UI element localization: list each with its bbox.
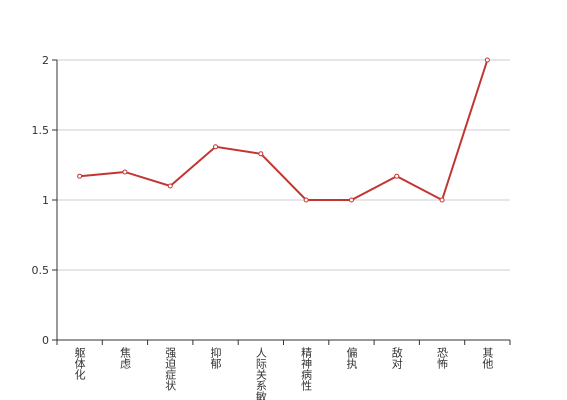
y-tick-label: 0.5 bbox=[32, 264, 50, 277]
x-tick-label: 人际关系敏感 bbox=[254, 347, 267, 400]
x-tick-label: 敌对 bbox=[390, 346, 403, 369]
line bbox=[79, 59, 489, 202]
x-tick-label: 强迫症状 bbox=[164, 347, 177, 391]
point bbox=[258, 151, 264, 157]
y-tick-label: 2 bbox=[42, 54, 49, 67]
x-tick-label: 精神病性 bbox=[300, 347, 313, 392]
point bbox=[394, 173, 400, 179]
point bbox=[303, 197, 309, 203]
x-tick-label: 躯体化 bbox=[73, 347, 86, 381]
x-tick-label: 恐怖 bbox=[436, 347, 449, 369]
x-tick-label: 其他 bbox=[481, 347, 494, 369]
point bbox=[348, 197, 354, 203]
point bbox=[484, 57, 490, 63]
point bbox=[439, 197, 445, 203]
x-tick-label: 焦虑 bbox=[118, 347, 131, 369]
point bbox=[213, 144, 219, 150]
x-tick-label: 偏执 bbox=[345, 346, 358, 370]
point bbox=[122, 169, 128, 175]
x-tick-label: 抑郁 bbox=[209, 346, 222, 369]
y-tick-label: 0 bbox=[42, 334, 49, 347]
y-tick-label: 1 bbox=[42, 194, 49, 207]
y-tick-label: 1.5 bbox=[32, 124, 50, 137]
point bbox=[167, 183, 173, 189]
point bbox=[77, 173, 83, 179]
